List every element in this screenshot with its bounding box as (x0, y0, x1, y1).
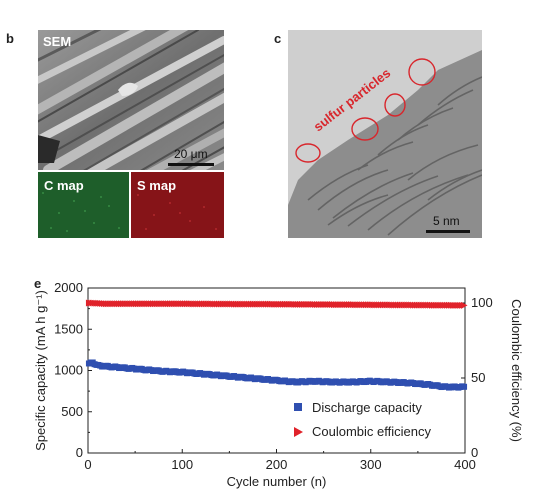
y-left-tick-label: 2000 (54, 280, 83, 295)
y-right-tick-label: 100 (471, 295, 493, 310)
x-tick-label: 100 (171, 457, 193, 472)
tem-scale-bar (426, 230, 470, 233)
c-map-texture (38, 172, 129, 238)
y-left-tick-label: 1500 (54, 321, 83, 336)
s-map-texture (131, 172, 224, 238)
panel-c-letter: c (274, 31, 282, 46)
s-map-label: S map (137, 178, 177, 193)
tem-lattice-texture: sulfur particles (288, 30, 482, 238)
x-tick-label: 400 (454, 457, 476, 472)
sem-scale-bar (168, 163, 214, 166)
legend-coulombic-marker (294, 427, 303, 437)
y-left-tick-label: 500 (61, 404, 83, 419)
y-right-tick-label: 50 (471, 370, 485, 385)
discharge-point (461, 383, 468, 390)
legend-coulombic-label: Coulombic efficiency (312, 424, 431, 439)
y-left-tick-label: 1000 (54, 363, 83, 378)
x-tick-label: 0 (84, 457, 91, 472)
y-left-axis-title: Specific capacity (mA h g⁻¹) (33, 290, 48, 451)
legend-discharge-label: Discharge capacity (312, 400, 422, 415)
sem-label: SEM (43, 34, 72, 49)
panel-b-letter: b (6, 31, 14, 46)
legend-discharge-marker (294, 403, 302, 411)
s-map-image: S map (131, 172, 224, 238)
tem-image: sulfur particles 5 nm (288, 30, 482, 238)
sem-image: SEM 20 μm (38, 30, 224, 170)
coulombic-point (461, 301, 468, 309)
cycling-chart: 0 100 200 300 4000500100015002000050100Cycle… (33, 280, 524, 489)
y-left-tick-label: 0 (76, 445, 83, 460)
x-tick-label: 200 (266, 457, 288, 472)
sem-scale-label: 20 μm (174, 147, 208, 161)
tem-scale-label: 5 nm (433, 214, 460, 228)
y-right-axis-title: Coulombic efficiency (%) (509, 299, 524, 442)
c-map-label: C map (44, 178, 84, 193)
panel-e-letter: e (34, 276, 42, 291)
sem-fiber-texture (38, 30, 224, 170)
c-map-image: C map (38, 172, 129, 238)
x-axis-title: Cycle number (n) (227, 474, 327, 489)
x-tick-label: 300 (360, 457, 382, 472)
y-right-tick-label: 0 (471, 445, 478, 460)
